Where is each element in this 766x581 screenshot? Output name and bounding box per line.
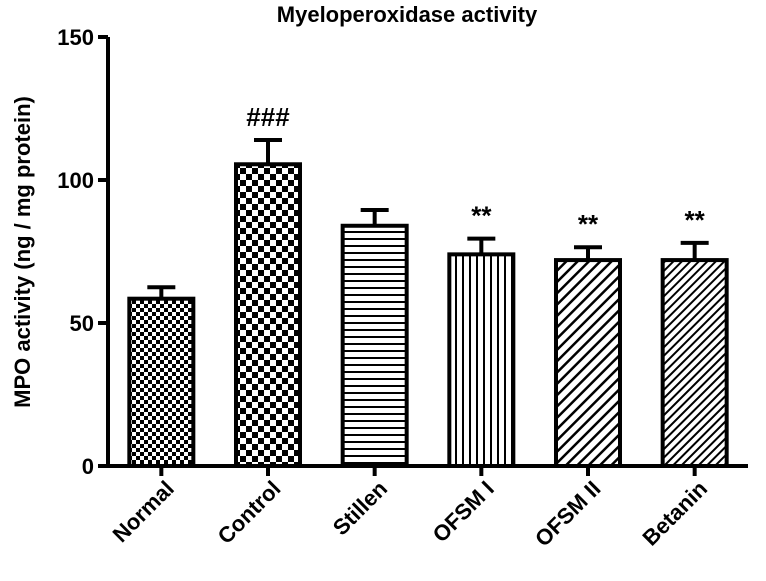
x-tick-label: OFSM I xyxy=(428,476,499,547)
bar-stillen xyxy=(340,223,409,468)
y-tick-label: 0 xyxy=(82,454,94,479)
chart-title: Myeloperoxidase activity xyxy=(277,2,538,27)
y-tick-label: 100 xyxy=(57,168,94,193)
x-tick-label: OFSM II xyxy=(530,476,606,552)
bar-ofsm-ii xyxy=(554,258,622,468)
bar-normal xyxy=(127,296,196,468)
bar-ofsm-i xyxy=(447,252,516,468)
significance-annotation: ** xyxy=(685,205,706,235)
plot-area: 0 50 100 150 Normal ### Control Stillen ** OFSM I… xyxy=(57,25,748,551)
bar-control xyxy=(234,162,302,469)
x-tick-label: Stillen xyxy=(328,476,392,540)
y-axis-label: MPO activity (ng / mg protein) xyxy=(10,96,35,408)
x-tick-label: Normal xyxy=(108,476,179,547)
y-tick-label: 150 xyxy=(57,25,94,50)
significance-annotation: ** xyxy=(578,209,599,239)
bar-betanin xyxy=(660,258,729,468)
significance-annotation: ** xyxy=(471,201,492,231)
y-tick-label: 50 xyxy=(70,311,94,336)
x-tick-label: Betanin xyxy=(637,476,712,551)
x-tick-label: Control xyxy=(213,476,286,549)
significance-annotation: ### xyxy=(246,102,290,132)
